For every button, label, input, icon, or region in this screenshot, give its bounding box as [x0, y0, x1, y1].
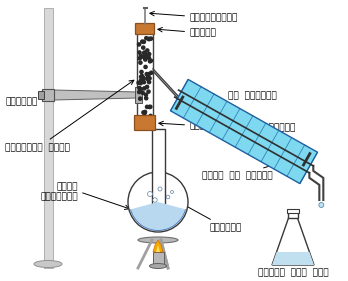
Circle shape: [146, 49, 149, 52]
Circle shape: [141, 78, 144, 81]
Circle shape: [148, 77, 151, 80]
Polygon shape: [153, 240, 163, 252]
Circle shape: [144, 65, 147, 69]
FancyBboxPatch shape: [135, 24, 155, 35]
Bar: [44, 8, 53, 268]
Ellipse shape: [34, 260, 62, 268]
Circle shape: [139, 61, 142, 64]
Bar: [152, 252, 164, 266]
Circle shape: [142, 46, 145, 49]
Circle shape: [166, 195, 170, 199]
Polygon shape: [156, 245, 160, 252]
Bar: [137, 32, 153, 120]
Circle shape: [141, 40, 144, 43]
Circle shape: [149, 114, 152, 117]
Circle shape: [139, 88, 142, 91]
Circle shape: [141, 91, 144, 94]
Circle shape: [148, 191, 152, 196]
Circle shape: [145, 97, 148, 100]
Text: कॉर्क: कॉर्क: [158, 28, 217, 37]
Circle shape: [319, 203, 324, 207]
Text: धर्मामीटर: धर्मामीटर: [150, 12, 238, 22]
Circle shape: [137, 90, 141, 94]
Circle shape: [147, 76, 150, 79]
Circle shape: [143, 110, 147, 114]
Polygon shape: [54, 90, 138, 100]
Circle shape: [139, 54, 142, 57]
Circle shape: [140, 75, 143, 78]
Circle shape: [147, 38, 150, 41]
Polygon shape: [272, 252, 314, 265]
FancyBboxPatch shape: [134, 115, 156, 130]
Circle shape: [140, 78, 143, 81]
Circle shape: [137, 43, 141, 46]
Text: शुद्ध  द्व  घटक: शुद्ध द्व घटक: [258, 269, 328, 278]
Circle shape: [138, 51, 141, 54]
Circle shape: [149, 105, 152, 108]
Circle shape: [143, 51, 146, 54]
Circle shape: [142, 81, 145, 84]
Circle shape: [145, 37, 148, 40]
Bar: [288, 210, 298, 218]
Circle shape: [142, 116, 145, 119]
Circle shape: [139, 97, 142, 100]
Circle shape: [147, 56, 150, 59]
Circle shape: [147, 72, 150, 76]
Circle shape: [149, 37, 153, 40]
Circle shape: [145, 55, 148, 58]
Circle shape: [150, 71, 153, 74]
Circle shape: [171, 191, 174, 194]
Circle shape: [148, 53, 151, 56]
Text: शीतल  जल  निवेश: शीतल जल निवेश: [202, 154, 306, 180]
Circle shape: [138, 57, 141, 60]
Circle shape: [140, 70, 143, 74]
Circle shape: [145, 85, 149, 89]
Wedge shape: [130, 202, 185, 230]
Text: जल  संघनक: जल संघनक: [249, 124, 295, 133]
Bar: [151, 129, 165, 229]
Polygon shape: [272, 218, 314, 265]
Ellipse shape: [150, 264, 166, 269]
Circle shape: [153, 198, 157, 202]
Text: आसवन
फ्लास्क: आसवन फ्लास्क: [40, 182, 78, 202]
Text: प्रभाजी  कॉलम: प्रभाजी कॉलम: [5, 80, 134, 153]
Circle shape: [139, 81, 142, 85]
Circle shape: [147, 90, 150, 93]
Text: मिश्रण: मिश्रण: [171, 198, 242, 232]
Circle shape: [143, 56, 146, 59]
Circle shape: [141, 76, 144, 80]
Text: कॉर्क: कॉर्क: [159, 121, 217, 130]
Circle shape: [128, 172, 188, 232]
Circle shape: [143, 87, 146, 90]
Circle shape: [143, 112, 146, 115]
Circle shape: [144, 53, 147, 56]
Circle shape: [137, 81, 140, 84]
Circle shape: [140, 74, 144, 78]
Circle shape: [145, 77, 149, 80]
Circle shape: [144, 58, 147, 61]
Bar: [135, 87, 142, 103]
Circle shape: [148, 37, 151, 40]
Ellipse shape: [138, 237, 178, 243]
Circle shape: [158, 187, 162, 191]
Bar: [38, 91, 44, 99]
Bar: [42, 89, 54, 101]
Circle shape: [143, 51, 146, 55]
Circle shape: [148, 105, 151, 108]
Circle shape: [148, 80, 151, 84]
Circle shape: [142, 40, 145, 44]
Circle shape: [138, 86, 141, 90]
Text: क्लैंप: क्लैंप: [5, 95, 50, 106]
Polygon shape: [171, 80, 317, 183]
Circle shape: [149, 59, 152, 62]
Text: जल  निर्गम: जल निर्गम: [180, 92, 277, 109]
Circle shape: [145, 72, 148, 76]
Circle shape: [149, 60, 152, 63]
Circle shape: [145, 105, 149, 108]
Circle shape: [143, 56, 146, 59]
Circle shape: [142, 76, 145, 80]
Bar: [287, 209, 299, 213]
Circle shape: [142, 111, 145, 114]
Circle shape: [144, 93, 148, 96]
